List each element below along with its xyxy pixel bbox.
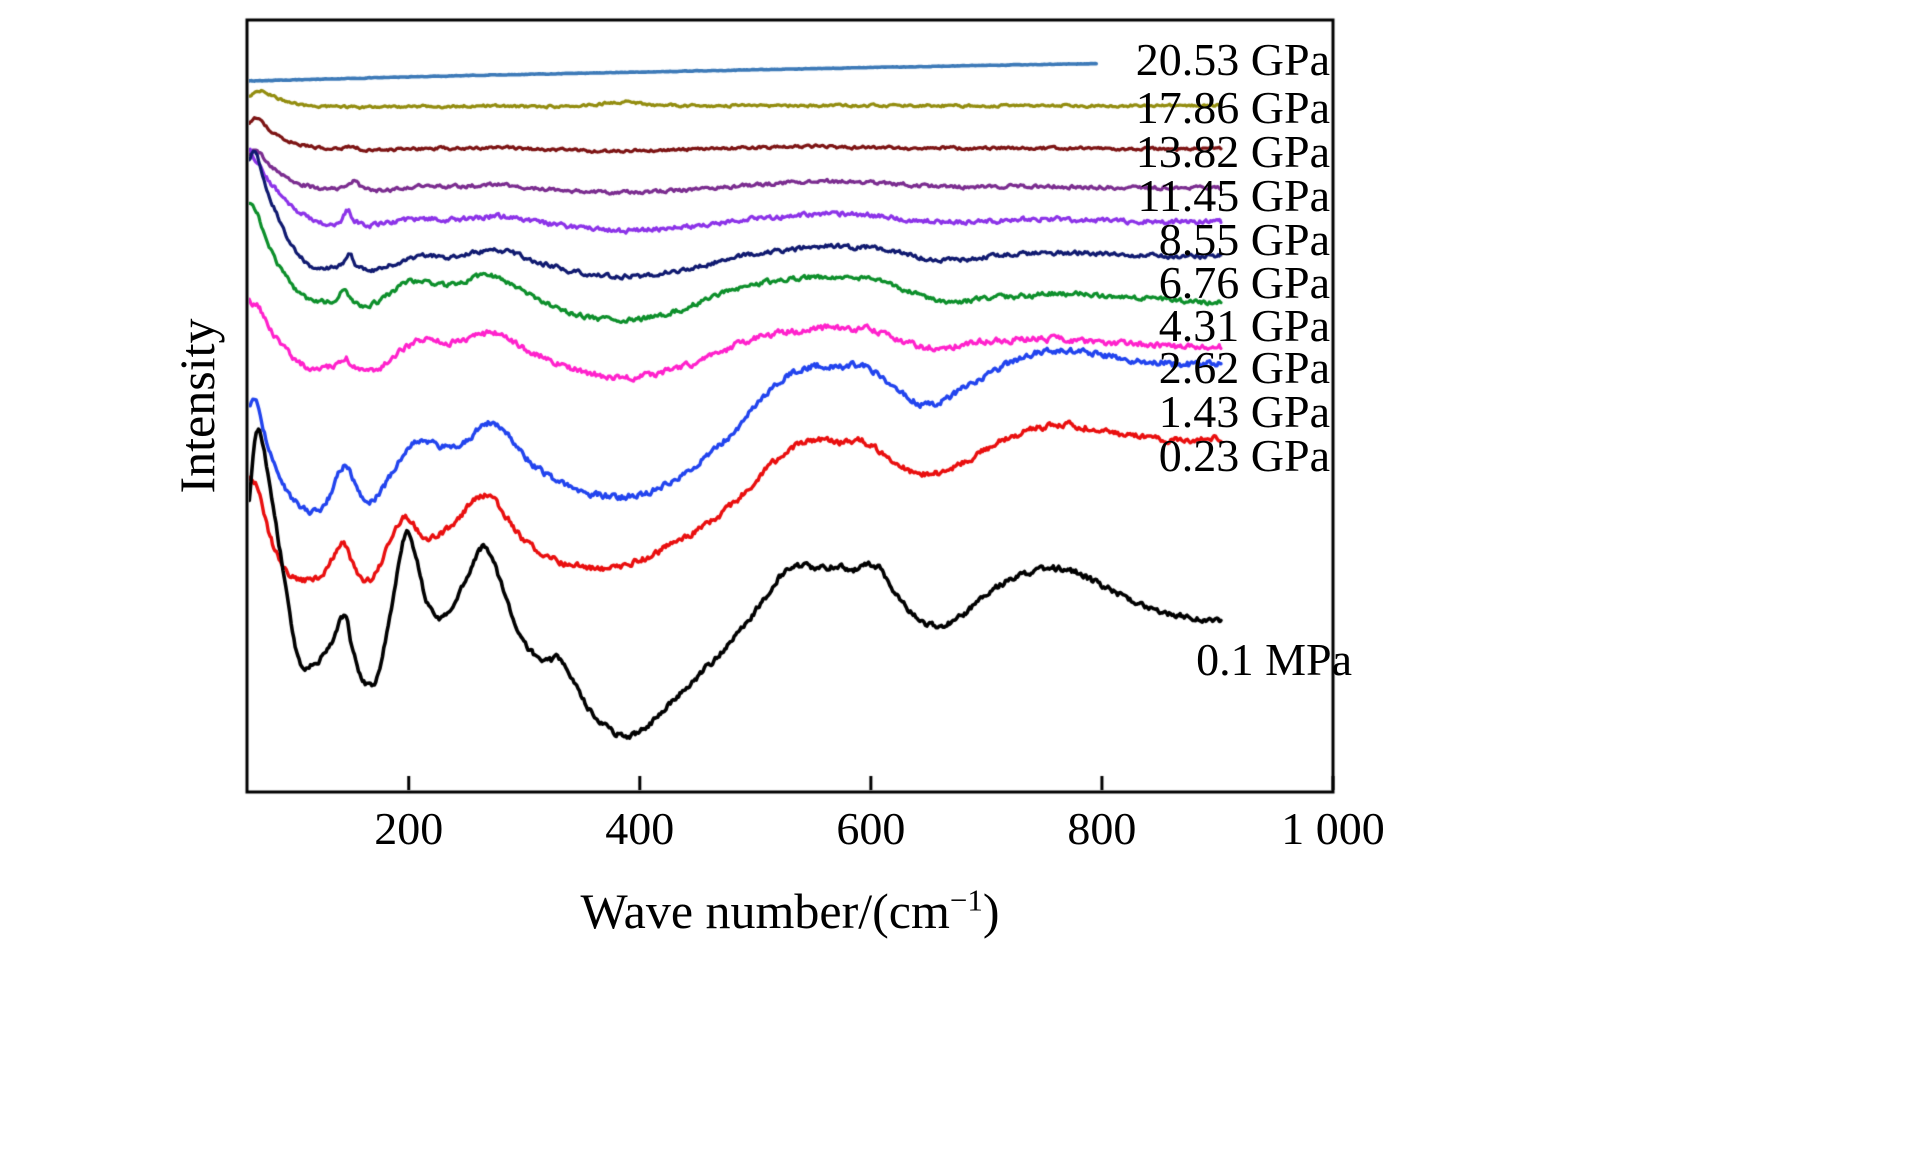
x-tick-label: 400 xyxy=(605,803,675,854)
x-tick-label: 200 xyxy=(374,803,444,854)
pressure-label: 11.45 GPa xyxy=(1137,170,1330,221)
pressure-label: 8.55 GPa xyxy=(1158,214,1330,265)
x-axis-label-text: Wave number/(cm xyxy=(580,883,950,939)
x-axis-label: Wave number/(cm−1) xyxy=(580,882,999,940)
x-tick-label: 1 000 xyxy=(1281,803,1385,854)
x-tick-label: 800 xyxy=(1067,803,1137,854)
x-tick-label: 600 xyxy=(836,803,906,854)
pressure-label: 0.23 GPa xyxy=(1158,430,1330,481)
pressure-label: 1.43 GPa xyxy=(1158,386,1330,437)
pressure-label: 4.31 GPa xyxy=(1158,300,1330,351)
x-axis-label-close-paren: ) xyxy=(982,883,1000,939)
pressure-label: 0.1 MPa xyxy=(1196,634,1352,685)
pressure-label: 6.76 GPa xyxy=(1158,257,1330,308)
x-axis-label-superscript: −1 xyxy=(949,882,983,918)
y-axis-label: Intensity xyxy=(169,318,225,494)
pressure-label: 13.82 GPa xyxy=(1135,126,1330,177)
pressure-label: 2.62 GPa xyxy=(1158,342,1330,393)
pressure-label: 20.53 GPa xyxy=(1135,34,1330,85)
pressure-label: 17.86 GPa xyxy=(1135,82,1330,133)
